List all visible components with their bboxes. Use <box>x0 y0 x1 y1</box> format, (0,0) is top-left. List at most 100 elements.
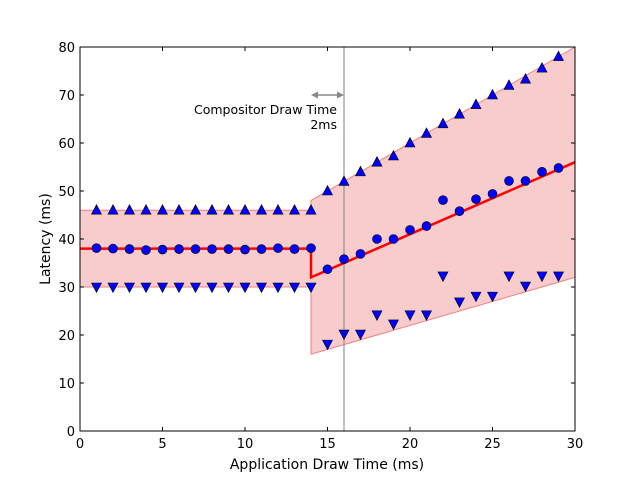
point-mean <box>240 244 250 255</box>
point-mean <box>289 244 300 254</box>
point-min <box>239 282 251 294</box>
point-mean <box>91 243 102 253</box>
point-min <box>388 319 399 331</box>
point-min <box>520 281 531 293</box>
point-max <box>223 204 234 215</box>
point-mean <box>273 243 283 253</box>
point-min <box>124 282 135 294</box>
point-min <box>305 282 317 294</box>
point-max <box>173 204 185 215</box>
point-max <box>503 79 515 90</box>
y-axis-label: Latency (ms) <box>38 193 54 285</box>
point-max <box>107 204 119 215</box>
point-min <box>157 282 168 294</box>
point-min <box>487 291 498 303</box>
x-tick-label: 15 <box>319 437 336 452</box>
x-tick-label: 5 <box>158 437 166 452</box>
point-max <box>553 50 564 61</box>
point-max <box>388 149 399 161</box>
point-mean <box>124 244 135 254</box>
point-mean <box>372 234 382 244</box>
point-max <box>487 88 498 100</box>
point-mean <box>487 189 498 199</box>
point-min <box>371 310 383 321</box>
confidence-band <box>79 46 576 355</box>
point-max <box>239 204 251 215</box>
x-tick-label: 20 <box>402 437 419 452</box>
point-max <box>289 204 300 215</box>
point-mean <box>438 195 448 205</box>
y-tick-label: 10 <box>58 377 75 392</box>
annotation-label-line2: 2ms <box>310 117 337 132</box>
point-max <box>206 204 218 215</box>
point-max <box>536 61 548 73</box>
y-tick-label: 0 <box>67 425 75 440</box>
y-tick-label: 80 <box>58 41 75 56</box>
y-tick-label: 70 <box>58 89 75 104</box>
point-min <box>437 271 449 283</box>
point-min <box>140 282 152 294</box>
point-mean <box>537 167 547 177</box>
point-max <box>437 117 449 129</box>
point-max <box>140 204 152 215</box>
point-min <box>272 282 284 294</box>
y-tick-label: 60 <box>58 137 75 152</box>
point-mean <box>421 221 432 231</box>
point-max <box>355 165 366 177</box>
x-tick-label: 0 <box>76 437 84 452</box>
point-max <box>520 73 531 84</box>
annotation-label-line1: Compositor Draw Time <box>194 102 337 117</box>
point-min <box>503 271 515 283</box>
x-tick-label: 25 <box>484 437 501 452</box>
point-min <box>206 282 218 294</box>
point-min <box>91 282 102 294</box>
x-tick-label: 10 <box>237 437 254 452</box>
x-tick-label: 30 <box>567 437 584 452</box>
point-mean <box>306 243 316 253</box>
point-max <box>190 204 201 215</box>
point-mean <box>388 234 399 244</box>
point-max <box>256 204 267 215</box>
point-min <box>470 291 482 303</box>
point-mean <box>223 244 234 254</box>
point-max <box>454 108 465 119</box>
point-max <box>91 204 102 215</box>
point-mean <box>322 264 333 275</box>
point-max <box>322 184 333 196</box>
point-max <box>404 136 416 148</box>
point-mean <box>355 249 366 259</box>
point-mean <box>190 244 201 254</box>
point-min <box>223 282 234 294</box>
point-max <box>272 204 284 215</box>
point-mean <box>256 244 267 254</box>
point-mean <box>520 176 531 186</box>
point-mean <box>207 244 217 254</box>
y-tick-label: 20 <box>58 329 75 344</box>
point-min <box>190 282 201 294</box>
point-min <box>553 271 564 283</box>
point-max <box>157 204 168 215</box>
point-min <box>256 282 267 294</box>
point-mean <box>471 194 481 204</box>
point-min <box>404 310 416 321</box>
point-mean <box>339 254 349 264</box>
point-max <box>421 127 432 138</box>
point-min <box>536 271 548 283</box>
point-max <box>124 204 135 215</box>
point-min <box>355 329 366 341</box>
point-mean <box>157 244 168 255</box>
y-tick-label: 50 <box>58 185 75 200</box>
point-max <box>371 156 383 167</box>
point-min <box>421 310 432 321</box>
point-mean <box>454 206 465 216</box>
point-min <box>107 282 119 294</box>
arrow-head-left <box>311 91 318 99</box>
point-max <box>338 175 350 186</box>
arrow-head-right <box>337 91 344 99</box>
point-min <box>289 282 300 294</box>
point-max <box>305 204 317 215</box>
y-tick-label: 40 <box>58 233 75 248</box>
point-min <box>454 297 465 309</box>
point-mean <box>405 225 415 235</box>
